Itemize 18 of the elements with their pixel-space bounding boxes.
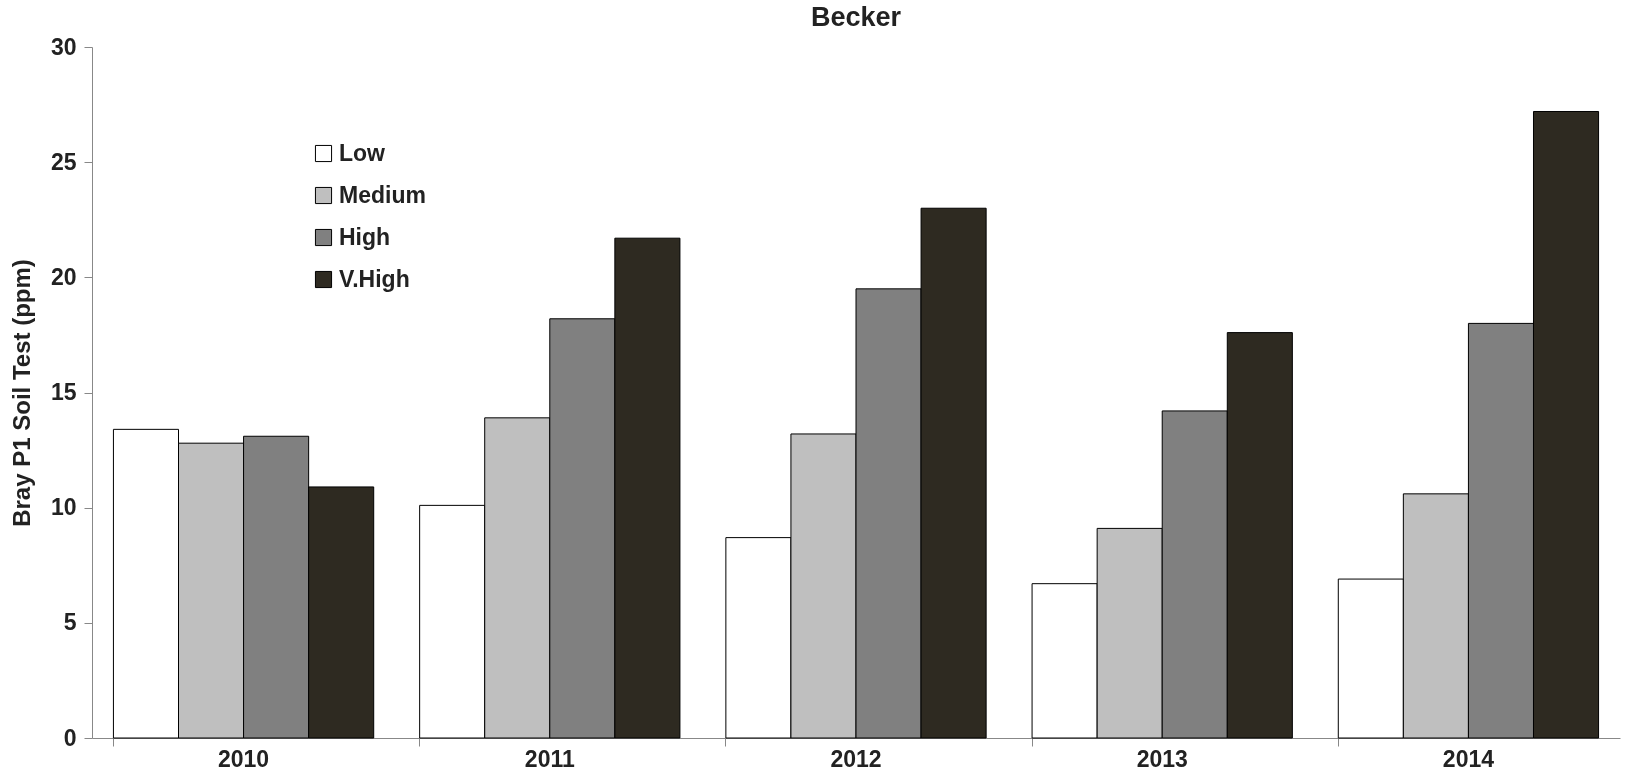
x-tick-label: 2010 xyxy=(217,745,270,772)
x-tick-label: 2012 xyxy=(830,745,882,772)
chart-title: Becker xyxy=(810,2,902,32)
legend-label: V.High xyxy=(339,265,410,292)
y-tick-label: 5 xyxy=(63,609,77,636)
x-tick-label: 2011 xyxy=(524,745,575,772)
y-axis-title: Bray P1 Soil Test (ppm) xyxy=(7,259,35,527)
legend-label: Medium xyxy=(339,181,426,208)
y-tick-label: 15 xyxy=(50,379,77,405)
x-tick-label: 2013 xyxy=(1136,745,1188,772)
y-tick-label: 0 xyxy=(63,724,77,751)
y-tick-label: 25 xyxy=(50,148,77,175)
y-tick-label: 10 xyxy=(50,494,77,521)
x-tick-label: 2014 xyxy=(1442,745,1495,772)
y-tick-label: 20 xyxy=(50,263,77,290)
legend-label: High xyxy=(339,223,391,250)
y-tick-label: 30 xyxy=(50,33,77,60)
legend-label: Low xyxy=(339,139,386,166)
